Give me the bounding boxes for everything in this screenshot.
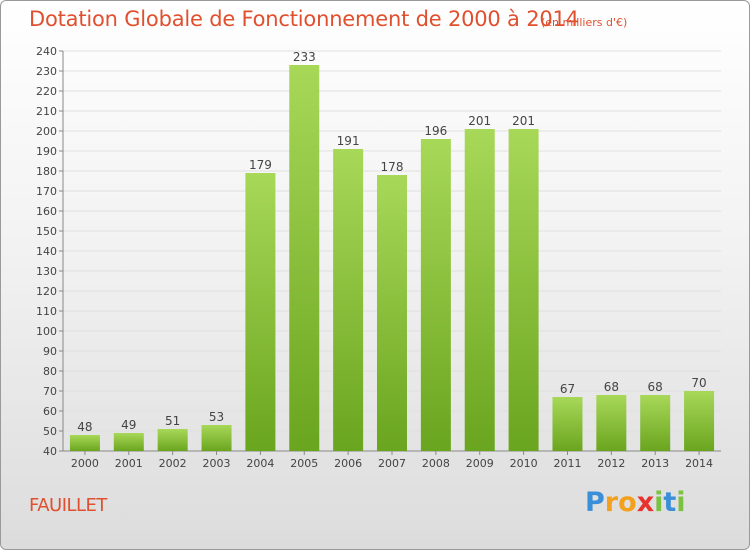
bar [113,433,144,451]
proxiti-logo: Proxiti [585,487,686,518]
y-tick-label: 170 [36,185,57,198]
bar [552,397,583,451]
logo-letter: i [654,487,664,518]
y-tick-label: 200 [36,125,57,138]
bar [596,395,627,451]
bar [464,129,495,451]
x-tick-label: 2012 [597,457,625,470]
logo-letter: P [585,487,605,518]
x-tick-label: 2007 [378,457,406,470]
bar-value-label: 233 [293,50,316,64]
bar-value-label: 70 [691,376,706,390]
y-tick-label: 50 [43,425,57,438]
y-tick-label: 80 [43,365,57,378]
logo-letter: t [663,487,677,518]
bar [157,429,188,451]
x-tick-label: 2006 [334,457,362,470]
bar [69,435,100,451]
bars [69,65,715,451]
bar [289,65,320,451]
y-tick-label: 140 [36,245,57,258]
x-tick-label: 2004 [246,457,274,470]
logo-letter: i [676,487,686,518]
bar [684,391,715,451]
y-tick-label: 120 [36,285,57,298]
bar [333,149,364,451]
y-tick-label: 100 [36,325,57,338]
y-tick-label: 110 [36,305,57,318]
x-tick-label: 2002 [159,457,187,470]
x-tick-label: 2014 [685,457,713,470]
bar [201,425,232,451]
x-tick-label: 2000 [71,457,99,470]
chart-subtitle: (en milliers d'€) [541,16,628,29]
bar-value-label: 179 [249,158,272,172]
y-tick-label: 220 [36,85,57,98]
y-tick-label: 70 [43,385,57,398]
x-tick-label: 2009 [466,457,494,470]
x-tick-label: 2003 [203,457,231,470]
bar [508,129,539,451]
bar-value-label: 48 [77,420,92,434]
y-tick-label: 160 [36,205,57,218]
y-tick-label: 210 [36,105,57,118]
bar-value-label: 53 [209,410,224,424]
y-tick-label: 90 [43,345,57,358]
bar-value-label: 68 [604,380,619,394]
y-tick-label: 230 [36,65,57,78]
bar [640,395,671,451]
bar-value-label: 201 [512,114,535,128]
x-tick-label: 2013 [641,457,669,470]
bar [420,139,451,451]
x-tick-label: 2005 [290,457,318,470]
tick-labels: 40 50 60 70 80 90 100 110 120 130 140 150 160 170 180 1… [36,45,713,470]
bar-value-label: 49 [121,418,136,432]
chart-title: Dotation Globale de Fonctionnement de 20… [29,7,579,31]
bar-value-label: 178 [381,160,404,174]
x-tick-label: 2011 [553,457,581,470]
y-tick-label: 40 [43,445,57,458]
bar-value-label: 67 [560,382,575,396]
x-tick-label: 2008 [422,457,450,470]
y-tick-label: 60 [43,405,57,418]
bar-value-label: 201 [468,114,491,128]
bar-value-label: 191 [337,134,360,148]
bar-value-label: 196 [424,124,447,138]
x-tick-label: 2010 [510,457,538,470]
logo-letter: o [618,487,637,518]
commune-name: FAUILLET [29,495,107,516]
data-labels: 48 49 51 53 179 233 191 178 196 201 201 67 68 68 70 [77,50,706,434]
y-tick-label: 150 [36,225,57,238]
logo-letter: x [636,487,655,518]
bar [377,175,407,451]
bar-value-label: 51 [165,414,180,428]
bar-value-label: 68 [648,380,663,394]
y-tick-label: 130 [36,265,57,278]
bar [245,173,276,451]
x-tick-label: 2001 [115,457,143,470]
y-tick-label: 240 [36,45,57,58]
y-tick-label: 180 [36,165,57,178]
y-tick-label: 190 [36,145,57,158]
logo-letter: r [604,487,619,518]
